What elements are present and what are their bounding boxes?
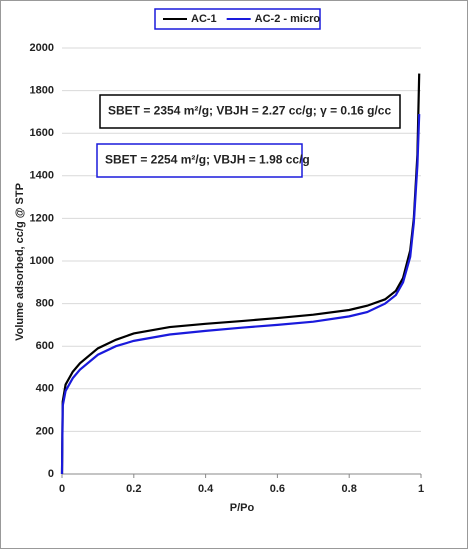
annotation-text: SBET = 2354 m²/g; VBJH = 2.27 cc/g; γ = … <box>108 104 391 118</box>
y-tick-label: 0 <box>48 468 54 480</box>
y-tick-label: 1200 <box>30 212 54 224</box>
x-tick-label: 0.8 <box>342 483 357 495</box>
y-tick-label: 200 <box>36 425 54 437</box>
annotation-text: SBET = 2254 m²/g; VBJH = 1.98 cc/g <box>105 153 310 167</box>
x-tick-label: 0 <box>59 483 65 495</box>
x-tick-label: 0.4 <box>198 483 214 495</box>
y-tick-label: 1000 <box>30 255 54 267</box>
legend-label: AC-2 - micro <box>255 13 321 25</box>
y-axis-label: Volume adsorbed, cc/g @ STP <box>14 183 26 341</box>
annotation-box <box>99 94 401 129</box>
annotation-box <box>96 143 303 178</box>
y-tick-label: 800 <box>36 298 54 310</box>
series-line <box>60 73 421 475</box>
series-line <box>60 113 421 475</box>
y-tick-label: 600 <box>36 340 54 352</box>
x-tick-label: 0.6 <box>270 483 285 495</box>
legend-label: AC-1 <box>191 13 217 25</box>
y-tick-label: 1800 <box>30 85 54 97</box>
y-tick-label: 400 <box>36 383 54 395</box>
y-tick-label: 1400 <box>30 170 54 182</box>
y-tick-label: 2000 <box>30 42 54 54</box>
y-tick-label: 1600 <box>30 127 54 139</box>
x-tick-label: 1 <box>418 483 424 495</box>
x-tick-label: 0.2 <box>126 483 141 495</box>
x-axis-label: P/Po <box>230 502 255 514</box>
